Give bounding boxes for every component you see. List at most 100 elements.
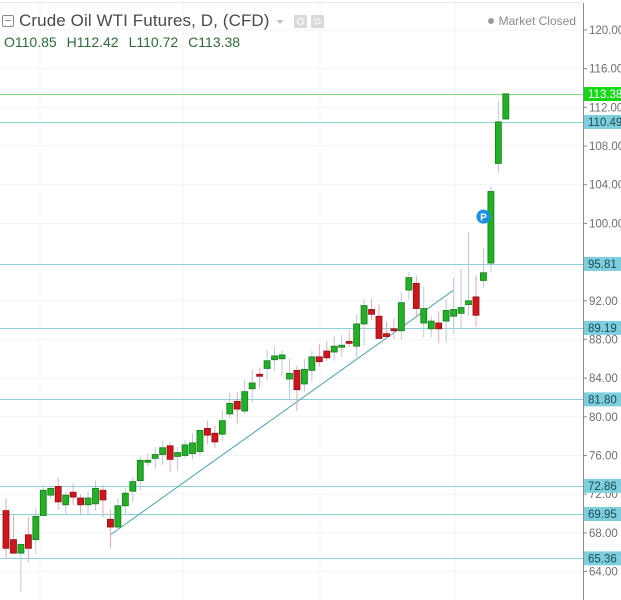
candle-body [107,518,114,528]
candle [189,433,196,460]
candle [233,391,241,424]
candle [293,365,301,411]
candle [226,392,234,419]
candle [218,410,226,441]
candle [383,322,390,340]
candle-body [159,447,167,455]
candle-body [211,432,219,443]
candle-body [166,445,174,460]
open-value: O110.85 [4,34,57,50]
candle-body [226,402,234,415]
candle-body [241,391,249,412]
price-marker[interactable]: P [476,209,491,224]
candle-body [17,544,25,554]
candle-body [502,93,510,120]
dropdown-caret-icon[interactable] [275,20,284,24]
marker-circle[interactable] [476,209,491,224]
candle [390,318,398,340]
status-dot-icon [487,18,494,24]
price-axis[interactable]: 120.00 116.00 112.00 108.00 104.00 100.00 92.0… [583,0,621,600]
candle [196,429,204,456]
candle-body [300,369,308,385]
level-price-label[interactable]: 95.81 [588,259,617,271]
candle-body [480,272,487,281]
axis-tick-label: 104.00 [589,180,621,192]
candle-body [233,400,241,410]
candle-body [174,452,181,457]
candle-body [2,510,10,549]
level-price-label[interactable]: 89.19 [588,323,617,335]
candle [107,509,114,549]
candle-body [323,350,331,359]
level-price-label[interactable]: 65.36 [588,553,617,565]
candle-body [435,322,443,330]
candle [159,440,167,466]
candle-body [181,444,189,456]
candle-body [189,442,196,454]
level-price-label[interactable]: 72.86 [588,481,617,493]
candle-body [24,534,32,549]
candle [502,93,510,120]
candle [32,508,40,555]
candle [263,350,271,381]
candle-body [330,345,338,353]
candle [92,480,99,511]
candle-body [286,372,293,380]
candle [241,380,249,414]
candle [300,358,308,392]
candle-body [77,497,84,506]
candle-body [99,489,107,501]
collapse-icon[interactable] [2,15,14,27]
visibility-icon[interactable] [293,14,307,28]
candle-body [271,355,278,361]
level-price-label-bg [584,256,621,271]
candle [353,314,361,358]
symbol-legend: Crude Oil WTI Futures, D, (CFD) O110.85 … [2,10,324,50]
candle [397,292,405,340]
candle-body [62,494,70,506]
candle [2,498,10,559]
level-price-label-bg [584,506,621,521]
close-value: C113.38 [188,34,241,50]
candle-body [465,300,472,306]
candle [308,351,316,382]
candle-body [32,516,40,541]
candle-body [92,487,99,505]
candle-body [383,333,390,337]
settings-gear-icon[interactable] [310,14,324,28]
candle [144,453,152,467]
level-price-label[interactable]: 81.80 [588,394,617,406]
candle [345,329,353,348]
symbol-title[interactable]: Crude Oil WTI Futures, D, (CFD) [19,11,270,30]
axis-tick-label: 68.00 [589,528,618,540]
candle-body [472,296,480,316]
candle-body [375,315,383,339]
axis-tick-label: 120.00 [589,25,621,37]
candle-body [338,344,346,348]
candle-body [487,191,495,264]
axis-tick-label: 116.00 [589,64,621,76]
level-price-label-bg [584,551,621,566]
candle [204,420,211,444]
candle [99,484,107,518]
market-status: Market Closed [487,14,576,28]
axis-tick-label: 80.00 [589,412,618,424]
axis-tick-label: 88.00 [589,334,618,346]
market-status-text: Market Closed [498,14,576,28]
axis-tick-label: 112.00 [589,102,621,114]
level-price-label[interactable]: 110.49 [588,117,621,129]
candle-body [315,356,323,363]
ohlc-values: O110.85 H112.42 L110.72 C113.38 [4,34,324,50]
candle [435,311,443,344]
level-price-label[interactable]: 69.95 [588,509,617,521]
candle [271,346,278,371]
level-price-label-bg [584,320,621,335]
candle [174,446,181,471]
candle-body [151,454,159,459]
candle [286,358,293,401]
candle-body [204,428,211,436]
candle-body [69,491,77,498]
horizontal-levels [0,94,583,559]
